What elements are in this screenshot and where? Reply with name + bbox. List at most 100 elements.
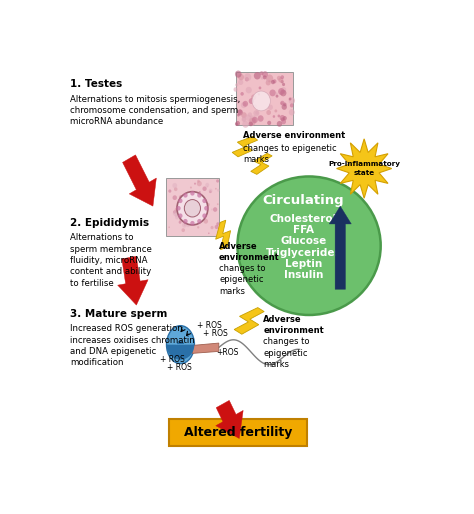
Circle shape <box>178 205 182 209</box>
Circle shape <box>283 103 287 106</box>
Circle shape <box>238 109 242 114</box>
Circle shape <box>191 193 196 198</box>
Polygon shape <box>123 155 156 206</box>
Text: changes to
epigenetic
marks: changes to epigenetic marks <box>219 264 265 296</box>
Circle shape <box>191 198 194 202</box>
Circle shape <box>266 80 269 82</box>
Circle shape <box>238 74 244 80</box>
Circle shape <box>178 198 182 203</box>
Text: changes to
epigenetic
marks: changes to epigenetic marks <box>263 337 310 370</box>
Circle shape <box>235 122 238 126</box>
Circle shape <box>275 93 278 95</box>
Circle shape <box>186 224 190 227</box>
Text: Adverse
environment: Adverse environment <box>219 242 280 262</box>
Text: 3. Mature sperm: 3. Mature sperm <box>70 309 168 319</box>
Circle shape <box>258 115 264 122</box>
Circle shape <box>258 93 260 96</box>
Circle shape <box>280 101 284 105</box>
Circle shape <box>192 198 197 204</box>
Circle shape <box>277 121 282 127</box>
Polygon shape <box>234 307 264 334</box>
Circle shape <box>190 221 195 226</box>
Circle shape <box>197 219 201 224</box>
Circle shape <box>245 115 251 121</box>
Polygon shape <box>232 137 257 157</box>
Circle shape <box>192 221 194 223</box>
Circle shape <box>267 121 271 125</box>
Circle shape <box>215 188 217 190</box>
Ellipse shape <box>237 176 381 315</box>
Text: + ROS: + ROS <box>160 355 185 364</box>
Circle shape <box>273 115 275 118</box>
Circle shape <box>245 77 249 81</box>
Text: state: state <box>354 170 375 176</box>
Circle shape <box>181 219 183 222</box>
Circle shape <box>248 113 252 117</box>
Text: FFA: FFA <box>293 225 314 235</box>
Circle shape <box>236 100 240 104</box>
Circle shape <box>216 222 219 226</box>
Text: 2. Epididymis: 2. Epididymis <box>70 218 149 228</box>
Circle shape <box>290 103 294 107</box>
FancyBboxPatch shape <box>166 178 219 236</box>
Circle shape <box>238 80 243 85</box>
Circle shape <box>246 87 252 94</box>
Text: Cholesterol: Cholesterol <box>270 214 337 224</box>
Circle shape <box>174 187 177 191</box>
Circle shape <box>179 219 181 221</box>
Circle shape <box>263 76 266 79</box>
Circle shape <box>201 206 204 209</box>
Circle shape <box>184 224 186 226</box>
Circle shape <box>266 110 271 115</box>
Circle shape <box>278 88 284 95</box>
Circle shape <box>210 226 214 229</box>
Circle shape <box>168 226 170 228</box>
Text: 1. Testes: 1. Testes <box>70 80 122 89</box>
Circle shape <box>185 195 189 199</box>
Circle shape <box>216 179 219 182</box>
Circle shape <box>198 199 202 204</box>
Circle shape <box>280 89 286 96</box>
Circle shape <box>281 119 286 124</box>
Circle shape <box>254 72 261 80</box>
Circle shape <box>181 199 186 205</box>
Circle shape <box>241 102 246 108</box>
Circle shape <box>249 122 253 126</box>
Circle shape <box>173 210 176 214</box>
Circle shape <box>278 77 283 83</box>
Circle shape <box>183 207 188 212</box>
Circle shape <box>189 206 193 211</box>
Circle shape <box>275 95 278 98</box>
Circle shape <box>193 204 197 208</box>
Circle shape <box>217 189 219 192</box>
Circle shape <box>207 186 208 188</box>
Text: + ROS: + ROS <box>202 329 227 339</box>
Text: Circulating: Circulating <box>263 194 344 207</box>
Circle shape <box>182 228 185 232</box>
Text: Triglycerides: Triglycerides <box>266 248 341 258</box>
Circle shape <box>274 109 277 113</box>
Circle shape <box>177 192 208 225</box>
Text: changes to epigenetic
marks: changes to epigenetic marks <box>243 143 337 164</box>
Circle shape <box>184 221 187 224</box>
Circle shape <box>269 89 276 96</box>
Text: +ROS: +ROS <box>217 348 239 357</box>
Circle shape <box>179 195 183 199</box>
Circle shape <box>252 117 258 123</box>
Circle shape <box>236 121 240 126</box>
Circle shape <box>199 191 201 193</box>
Polygon shape <box>216 220 230 250</box>
Circle shape <box>197 180 200 182</box>
Circle shape <box>279 89 285 96</box>
Text: Pro-inflammatory: Pro-inflammatory <box>328 161 400 167</box>
Circle shape <box>282 104 287 110</box>
Circle shape <box>252 91 270 111</box>
Text: + ROS: + ROS <box>197 321 222 330</box>
Circle shape <box>176 206 181 211</box>
Circle shape <box>183 219 188 224</box>
Text: Alternations to mitosis spermiogenesis,
chromosome condensation, and sperm
micro: Alternations to mitosis spermiogenesis, … <box>70 95 240 126</box>
Circle shape <box>199 205 202 209</box>
Circle shape <box>273 79 276 83</box>
Circle shape <box>178 213 182 218</box>
Circle shape <box>282 93 285 96</box>
